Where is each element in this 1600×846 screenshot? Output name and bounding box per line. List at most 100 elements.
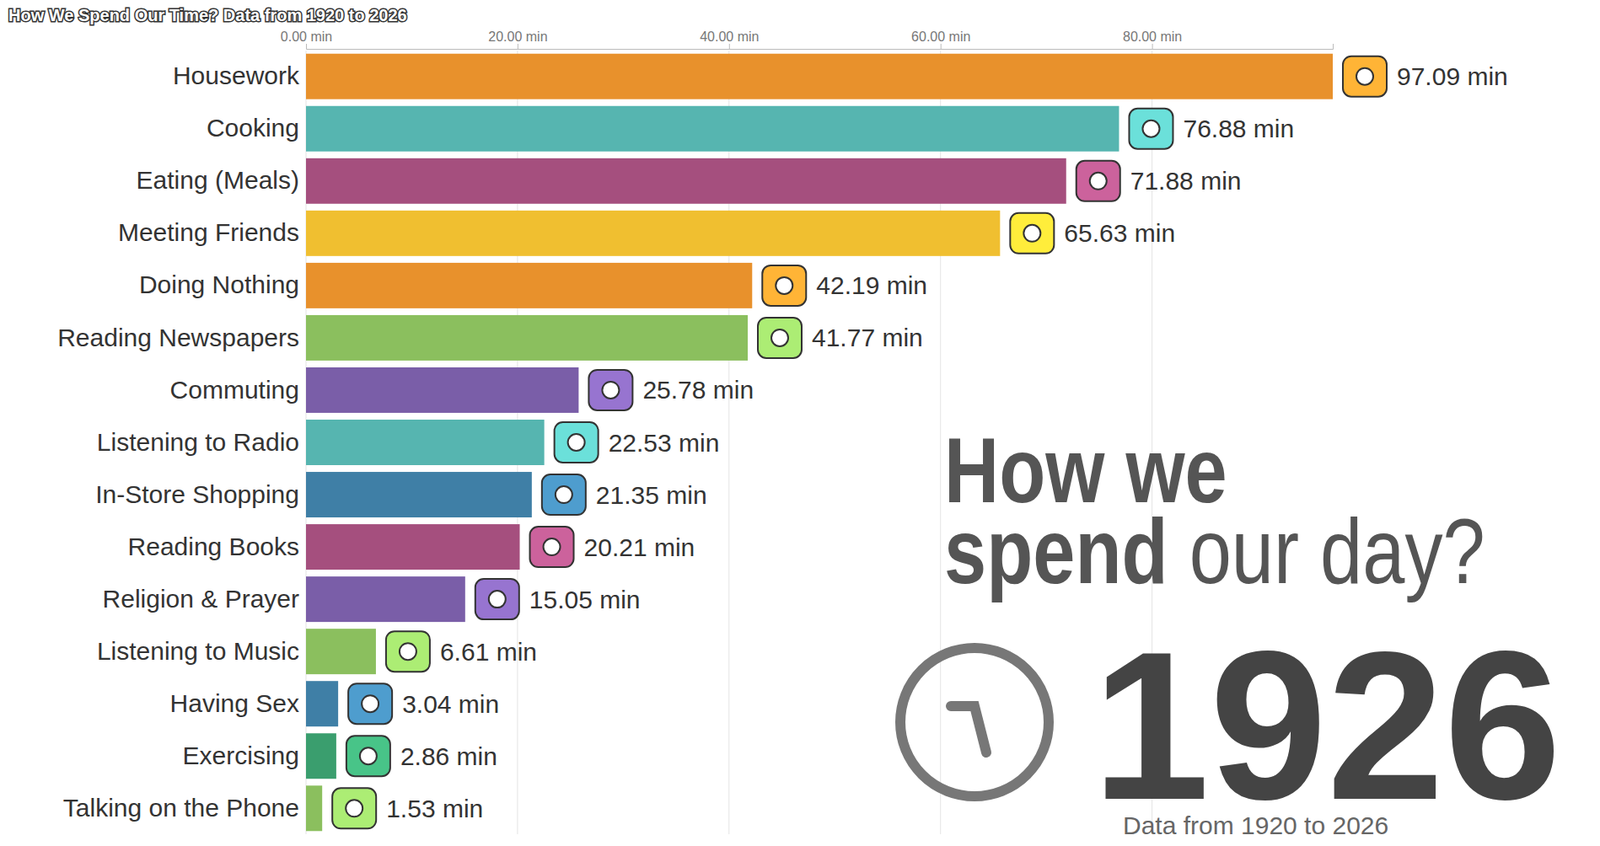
bar — [306, 315, 748, 361]
icon — [348, 683, 392, 725]
tick: Doing Nothing — [139, 270, 300, 299]
tick: Listening to Music — [96, 637, 300, 666]
category-label: Having Sex — [170, 689, 300, 718]
category-label: Religion & Prayer — [102, 585, 300, 613]
icon — [757, 317, 802, 359]
icon-shape — [1009, 213, 1054, 254]
category-label: Eating (Meals) — [136, 166, 300, 194]
data-label: 21.35 min — [595, 481, 708, 510]
data-label: 15.05 min — [529, 585, 641, 614]
data-label: 22.53 min — [608, 429, 720, 457]
bar — [306, 263, 752, 309]
icon — [332, 788, 376, 829]
tick: Exercising — [182, 741, 300, 770]
icon-shape — [568, 434, 586, 452]
icon-shape — [475, 579, 520, 620]
icon-shape — [757, 317, 802, 359]
category-label: Reading Books — [128, 532, 300, 561]
year: 1926 — [1092, 608, 1562, 844]
icon-shape — [1128, 108, 1173, 150]
category-label: Reading Newspapers — [57, 323, 300, 352]
tick-label: 60.00 min — [911, 29, 971, 44]
tick-mark — [306, 43, 307, 49]
icon-shape — [555, 486, 573, 504]
icon-shape — [775, 277, 793, 295]
tick: Talking on the Phone — [63, 794, 300, 822]
icon-shape — [332, 788, 376, 829]
bar — [306, 785, 323, 832]
icon-shape — [771, 329, 789, 347]
y-axis: Housework Cooking Eating (Meals) Meeting Fr… — [57, 61, 301, 822]
data-label: 2.86 min — [400, 742, 498, 771]
bar — [306, 367, 579, 414]
icon — [1076, 161, 1121, 202]
tick: Having Sex — [170, 689, 300, 718]
icon — [542, 474, 586, 516]
icon-shape — [399, 643, 417, 661]
category-label: Talking on the Phone — [63, 794, 300, 822]
tick: Reading Books — [128, 532, 300, 561]
icon-shape — [543, 538, 561, 556]
x-axis: 0.00 min 20.00 min 40.00 min 60.00 min 80.00… — [280, 29, 1334, 50]
icon-shape — [530, 526, 575, 568]
icon — [1009, 213, 1054, 254]
clock-hands — [950, 706, 987, 753]
bar — [306, 576, 466, 623]
bar — [306, 681, 339, 727]
tick: Commuting — [170, 375, 300, 404]
tick: Reading Newspapers — [57, 323, 300, 352]
category-label: Housework — [172, 61, 301, 90]
icon — [1342, 56, 1387, 97]
data-label: 65.63 min — [1063, 219, 1176, 247]
icon — [588, 370, 633, 411]
category-label: Doing Nothing — [139, 270, 300, 299]
icon — [554, 422, 599, 463]
tick: 80.00 min — [1122, 29, 1182, 49]
icon — [346, 735, 391, 777]
icon-shape — [359, 747, 377, 765]
data-label: 76.88 min — [1182, 114, 1294, 143]
tick: Meeting Friends — [118, 218, 300, 247]
bar — [306, 472, 532, 518]
data-label: 25.78 min — [642, 375, 754, 404]
icon-shape — [554, 422, 599, 463]
category-label: Commuting — [170, 375, 300, 404]
icon — [1128, 108, 1173, 150]
icon-shape — [1023, 225, 1041, 242]
icon — [762, 265, 806, 307]
data-label: 3.04 min — [402, 690, 500, 719]
icon — [475, 579, 520, 620]
bar — [306, 210, 1000, 257]
space — [1168, 499, 1190, 602]
icon-shape — [1076, 161, 1121, 202]
tick: Eating (Meals) — [136, 166, 300, 194]
icon-shape — [601, 381, 619, 399]
icon — [530, 526, 575, 568]
clock-icon — [900, 648, 1049, 797]
clock-face — [900, 648, 1049, 797]
tick-label: 0.00 min — [280, 29, 333, 44]
data-label: 71.88 min — [1130, 166, 1242, 195]
tick-label: 40.00 min — [699, 29, 759, 44]
tick: 0.00 min — [280, 29, 333, 49]
tick-label: 80.00 min — [1122, 29, 1182, 44]
bar — [306, 53, 1333, 100]
bar — [306, 524, 521, 570]
icon-shape — [488, 590, 506, 608]
icon-shape — [1342, 56, 1387, 97]
tick-mark — [517, 43, 519, 49]
data-label: 42.19 min — [816, 271, 928, 300]
tick: Housework — [172, 61, 301, 90]
tick-label: 20.00 min — [488, 29, 548, 44]
data-label: 1.53 min — [386, 794, 484, 823]
annotation: our day? — [1189, 499, 1486, 602]
category-label: Cooking — [206, 113, 300, 142]
category-label: Exercising — [182, 741, 300, 770]
category-label: Meeting Friends — [118, 218, 300, 247]
category-label: Listening to Radio — [96, 428, 300, 457]
icon-shape — [1142, 120, 1160, 138]
tick: Religion & Prayer — [102, 585, 300, 613]
tick-mark — [1152, 43, 1154, 49]
icon-shape — [346, 735, 391, 777]
tick: Listening to Radio — [96, 428, 300, 457]
